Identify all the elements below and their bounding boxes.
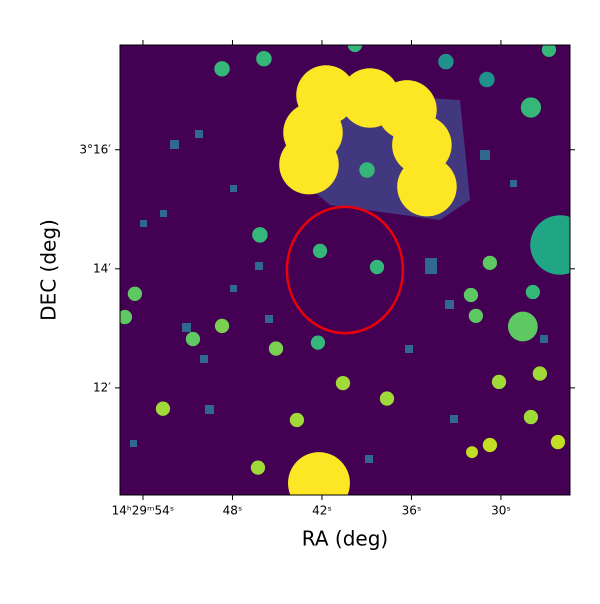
source	[214, 61, 230, 77]
source	[466, 446, 478, 459]
source	[359, 162, 375, 178]
source	[525, 284, 541, 300]
x-tick-label: 42ˢ	[312, 504, 332, 518]
source	[482, 437, 498, 453]
source	[214, 318, 230, 334]
source	[479, 71, 495, 88]
source	[541, 45, 557, 57]
source	[463, 287, 479, 303]
source	[369, 259, 385, 275]
aperture	[285, 205, 405, 335]
source	[523, 409, 539, 425]
source	[335, 375, 351, 391]
source	[155, 401, 171, 416]
y-tick-label: 3°16′	[79, 142, 111, 156]
source	[288, 452, 350, 495]
x-axis-label: RA (deg)	[302, 527, 388, 551]
x-tick-label: 36ˢ	[402, 504, 422, 518]
source	[120, 309, 133, 325]
source	[491, 374, 507, 390]
source	[530, 215, 570, 275]
source	[347, 45, 363, 53]
source	[252, 227, 268, 243]
y-tick-label: 12′	[93, 380, 111, 394]
source	[256, 50, 272, 67]
mask-pixels	[130, 130, 548, 463]
source	[268, 341, 284, 356]
source	[127, 286, 143, 301]
y-axis-label: DEC (deg)	[37, 219, 61, 321]
source	[482, 255, 498, 270]
x-tick-label: 48ˢ	[223, 504, 243, 518]
y-tick-label: 14′	[93, 261, 111, 275]
source	[279, 134, 339, 195]
source	[532, 366, 548, 381]
image	[120, 45, 570, 495]
source	[468, 308, 484, 323]
source	[310, 335, 326, 350]
x-tick-label: 30ˢ	[491, 504, 511, 518]
source	[397, 156, 457, 217]
source	[185, 331, 201, 347]
x-tick-label: 14ʰ29ᵐ54ˢ	[112, 504, 175, 518]
source	[520, 97, 542, 118]
source	[289, 412, 305, 428]
source	[438, 53, 454, 70]
source	[507, 311, 538, 342]
source	[379, 391, 395, 406]
source	[312, 243, 328, 259]
source	[550, 434, 566, 450]
axes-frame	[119, 44, 571, 496]
source	[250, 460, 266, 475]
